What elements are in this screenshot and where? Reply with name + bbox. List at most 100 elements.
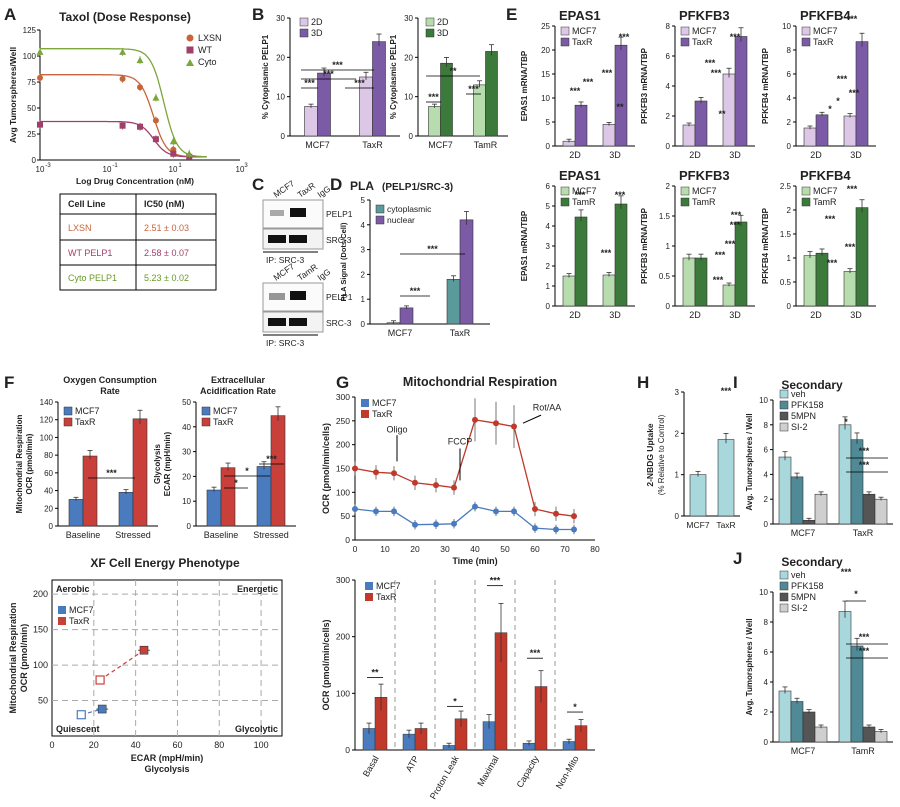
bar: [206, 489, 222, 527]
y-tick-label: 1: [546, 282, 551, 291]
y-tick-label: 4: [764, 470, 769, 479]
legend-wt-marker: [186, 46, 194, 54]
bar: [614, 44, 628, 147]
bar: [843, 271, 857, 307]
y-tick-label: 100: [336, 688, 350, 698]
band: [289, 235, 307, 243]
ic50-row-value: 2.58 ± 0.07: [144, 248, 189, 258]
x-tick-label: 2D: [810, 150, 822, 160]
y-axis-label: Glycolysis: [153, 443, 162, 484]
bar: [874, 731, 888, 743]
legend-label: veh: [791, 570, 806, 580]
x-tick-label: Baseline: [66, 530, 101, 540]
x-tick-label: Capacity: [515, 754, 541, 790]
bar: [689, 474, 707, 517]
significance-mark: ***: [849, 88, 860, 98]
legend-cyto: Cyto: [198, 57, 217, 67]
bar: [82, 455, 98, 527]
significance-mark: ***: [731, 210, 742, 220]
bar: [602, 274, 616, 307]
legend-swatch: [801, 37, 811, 47]
x-tick-label: 3D: [609, 150, 621, 160]
y-tick-label: 50: [341, 511, 351, 521]
stressed-point: [139, 645, 149, 655]
y-tick-label: 15: [541, 70, 550, 79]
x-tick-label: 0: [49, 740, 54, 750]
y-tick-label: 50: [27, 104, 36, 113]
x-tick-label: 50: [500, 544, 510, 554]
bar: [270, 415, 286, 527]
significance-mark: ***: [575, 190, 586, 200]
significance-mark: ***: [825, 214, 836, 224]
legend-swatch: [560, 37, 570, 47]
y-tick-label: 10: [541, 94, 550, 103]
bar: [874, 498, 888, 525]
panel-letter-c: C: [252, 175, 264, 194]
x-tick-label: 2D: [689, 310, 701, 320]
a-xlabel: Log Drug Concentration (nM): [76, 176, 194, 186]
significance-mark: **: [718, 109, 726, 119]
band: [269, 293, 285, 300]
chart-title: Extracellular: [211, 375, 266, 385]
bar: [855, 207, 869, 307]
panel-letter-h: H: [637, 373, 649, 392]
y-tick-label: 20: [404, 53, 413, 62]
data-point: [412, 479, 418, 486]
legend-label: TaxR: [376, 592, 397, 602]
data-point: [170, 150, 177, 157]
y-tick-label: 200: [336, 440, 350, 450]
band: [270, 210, 284, 216]
baseline-point: [76, 710, 86, 720]
a-xtick-exp: -1: [112, 163, 118, 169]
legend-swatch: [801, 26, 811, 36]
legend-label: PFK158: [791, 581, 824, 591]
y-tick-label: 3: [546, 242, 551, 251]
y-tick-label: 8: [764, 618, 769, 627]
x-tick-label: 40: [470, 544, 480, 554]
bar: [734, 221, 748, 307]
x-tick-label: 60: [172, 740, 182, 750]
a-ylabel: Avg Tumorspheres/Well: [8, 47, 18, 143]
legend-wt: WT: [198, 45, 212, 55]
panel-letter-e: E: [506, 5, 517, 24]
x-tick-label: Baseline: [204, 530, 239, 540]
panel-e-chart-3: PFKFB4 0 2 4 6 8 10 2D 3D PFKFB4 mRNA/TBP MCF7TaxR…: [761, 8, 876, 160]
y-tick-label: 2.5: [780, 182, 792, 191]
chart-title-2: Acidification Rate: [200, 386, 276, 396]
chart-title: PFKFB3: [679, 8, 730, 23]
bar: [574, 104, 588, 147]
panel-e-chart-6: PFKFB4 0 0.5 1 1.5 2 2.5 2D 3D PFKFB4 mRNA/TBP MCF…: [761, 168, 876, 320]
legend-label: MCF7: [572, 186, 597, 196]
bar: [694, 257, 708, 307]
bar: [814, 726, 828, 743]
y-tick-label: 20: [276, 53, 285, 62]
legend-label: MCF7: [75, 406, 100, 416]
y-tick-label: 10: [404, 93, 413, 102]
x-axis-label: Time (min): [452, 556, 497, 566]
y-tick-label: 2: [666, 112, 671, 121]
data-point: [511, 423, 517, 430]
legend-label: TamR: [813, 197, 837, 207]
legend-label: MCF7: [69, 605, 94, 615]
ic50-row-name: Cyto PELP1: [68, 273, 117, 283]
y-tick-label: 0: [787, 302, 792, 311]
y-tick-label: 150: [336, 464, 350, 474]
x-tick-label: 20: [89, 740, 99, 750]
significance-mark: ***: [841, 567, 852, 577]
y-tick-label: 0.5: [780, 278, 792, 287]
annotation: FCCP: [448, 437, 473, 447]
y-axis-label: EPAS1 mRNA/TBP: [520, 210, 529, 281]
y-tick-label: 2: [666, 182, 671, 191]
x-tick-label: Non-Mito: [554, 754, 581, 791]
bar: [802, 711, 816, 743]
y-tick-label: 0: [281, 132, 286, 141]
x-tick-label: TaxR: [450, 328, 471, 338]
bar: [118, 492, 134, 527]
legend-label: TamR: [572, 197, 596, 207]
legend-label: MCF7: [813, 186, 838, 196]
legend-label: TamR: [692, 197, 716, 207]
legend-label: MCF7: [372, 398, 397, 408]
y-tick-label: 4: [787, 94, 792, 103]
